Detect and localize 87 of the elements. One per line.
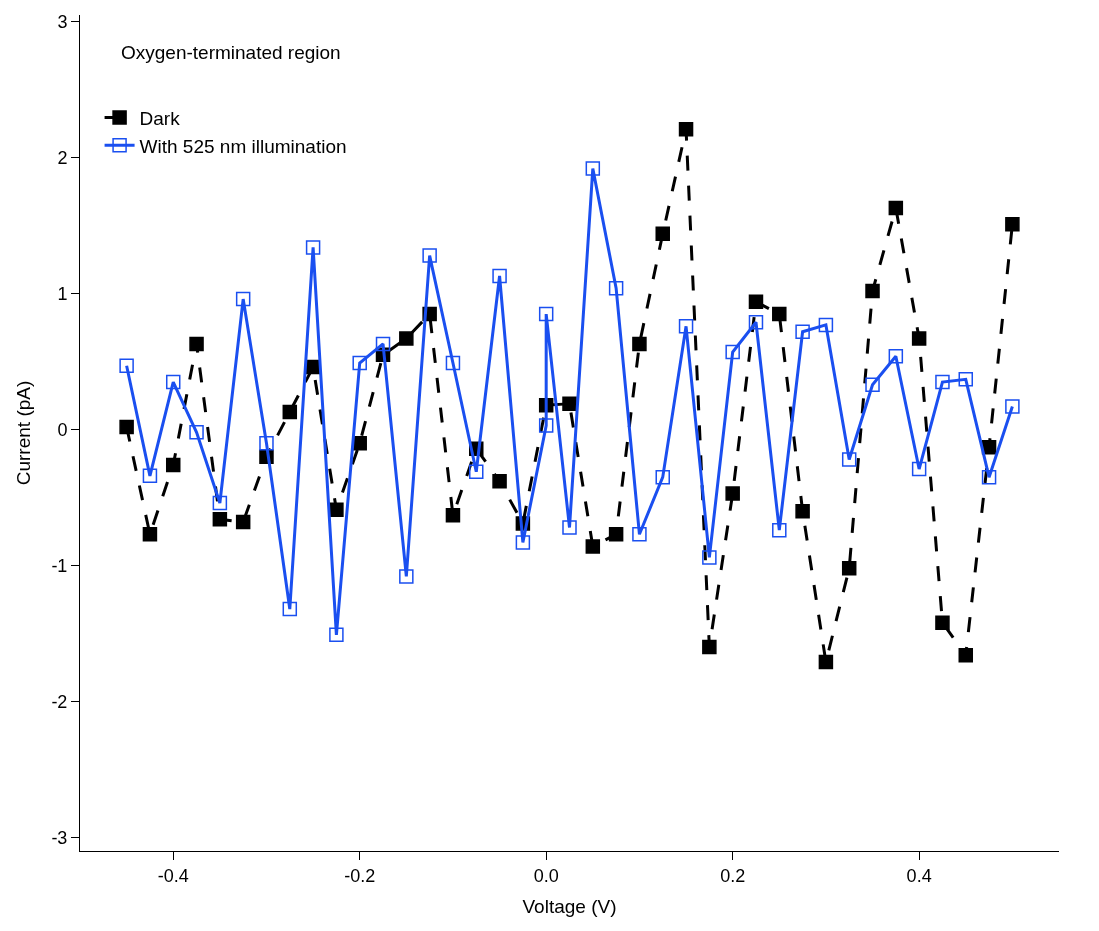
x-tick-label: -0.2 [344, 865, 376, 886]
y-axis-title: Current (pA) [13, 380, 35, 486]
point [632, 336, 647, 352]
point [538, 418, 554, 433]
point [305, 240, 321, 255]
point [399, 331, 414, 346]
point [585, 539, 601, 554]
point [841, 452, 857, 467]
point [189, 425, 204, 440]
point [492, 268, 507, 284]
y-tick-label: 3 [57, 12, 68, 33]
point [608, 527, 624, 542]
point [235, 514, 251, 530]
point [795, 324, 810, 339]
point [515, 535, 531, 550]
point [235, 291, 251, 307]
point [445, 507, 461, 523]
point [841, 561, 857, 576]
point [1005, 399, 1020, 414]
point [375, 336, 391, 352]
point [329, 627, 344, 643]
point [748, 294, 764, 310]
point [632, 527, 647, 542]
point [865, 377, 880, 392]
point [702, 639, 717, 655]
point [492, 474, 507, 489]
point [399, 569, 414, 584]
point [189, 336, 204, 352]
point [935, 615, 950, 630]
point [795, 503, 810, 519]
point [888, 348, 904, 364]
point [212, 495, 228, 511]
point [1005, 217, 1020, 232]
x-tick-label: -0.4 [157, 865, 189, 886]
legend-label: Dark [139, 107, 181, 129]
point [911, 461, 927, 477]
point [958, 648, 974, 663]
point [445, 355, 461, 371]
point [678, 121, 694, 137]
point [142, 468, 158, 484]
point [958, 372, 974, 387]
point [282, 404, 298, 420]
point [678, 319, 694, 334]
point [818, 317, 834, 333]
legend-label: With 525 nm illumination [139, 135, 347, 157]
point [562, 520, 577, 535]
point [282, 601, 298, 617]
point [608, 280, 624, 296]
point [562, 396, 577, 412]
x-axis-title: Voltage (V) [522, 896, 617, 918]
y-tick-label: -3 [51, 827, 68, 848]
x-tick-label: 0.4 [906, 865, 932, 886]
y-tick-label: 1 [57, 283, 68, 304]
point [469, 464, 484, 479]
point [935, 374, 950, 390]
point [818, 654, 834, 670]
point [888, 200, 904, 216]
point [352, 355, 367, 371]
point [772, 522, 787, 538]
point [212, 512, 228, 527]
x-tick-label: 0.0 [533, 865, 559, 886]
point [655, 226, 670, 242]
point [725, 486, 740, 501]
point [119, 358, 134, 373]
point [538, 306, 554, 322]
point [585, 161, 601, 176]
point [865, 283, 880, 299]
point [981, 469, 997, 485]
point [142, 527, 158, 542]
point [772, 306, 787, 322]
point [655, 469, 670, 485]
point [422, 248, 437, 263]
point [165, 457, 181, 473]
y-tick-label: -1 [51, 555, 68, 576]
point [725, 344, 740, 360]
point [329, 502, 344, 518]
y-tick-label: 2 [57, 148, 68, 169]
point [911, 331, 927, 346]
y-tick-label: 0 [57, 419, 68, 440]
annotation: Oxygen-terminated region [121, 42, 341, 63]
y-tick-label: -2 [51, 691, 68, 712]
x-tick-label: 0.2 [720, 865, 746, 886]
point [119, 419, 134, 435]
point [748, 314, 764, 330]
point [702, 550, 717, 565]
point [259, 435, 274, 451]
point [165, 374, 181, 390]
